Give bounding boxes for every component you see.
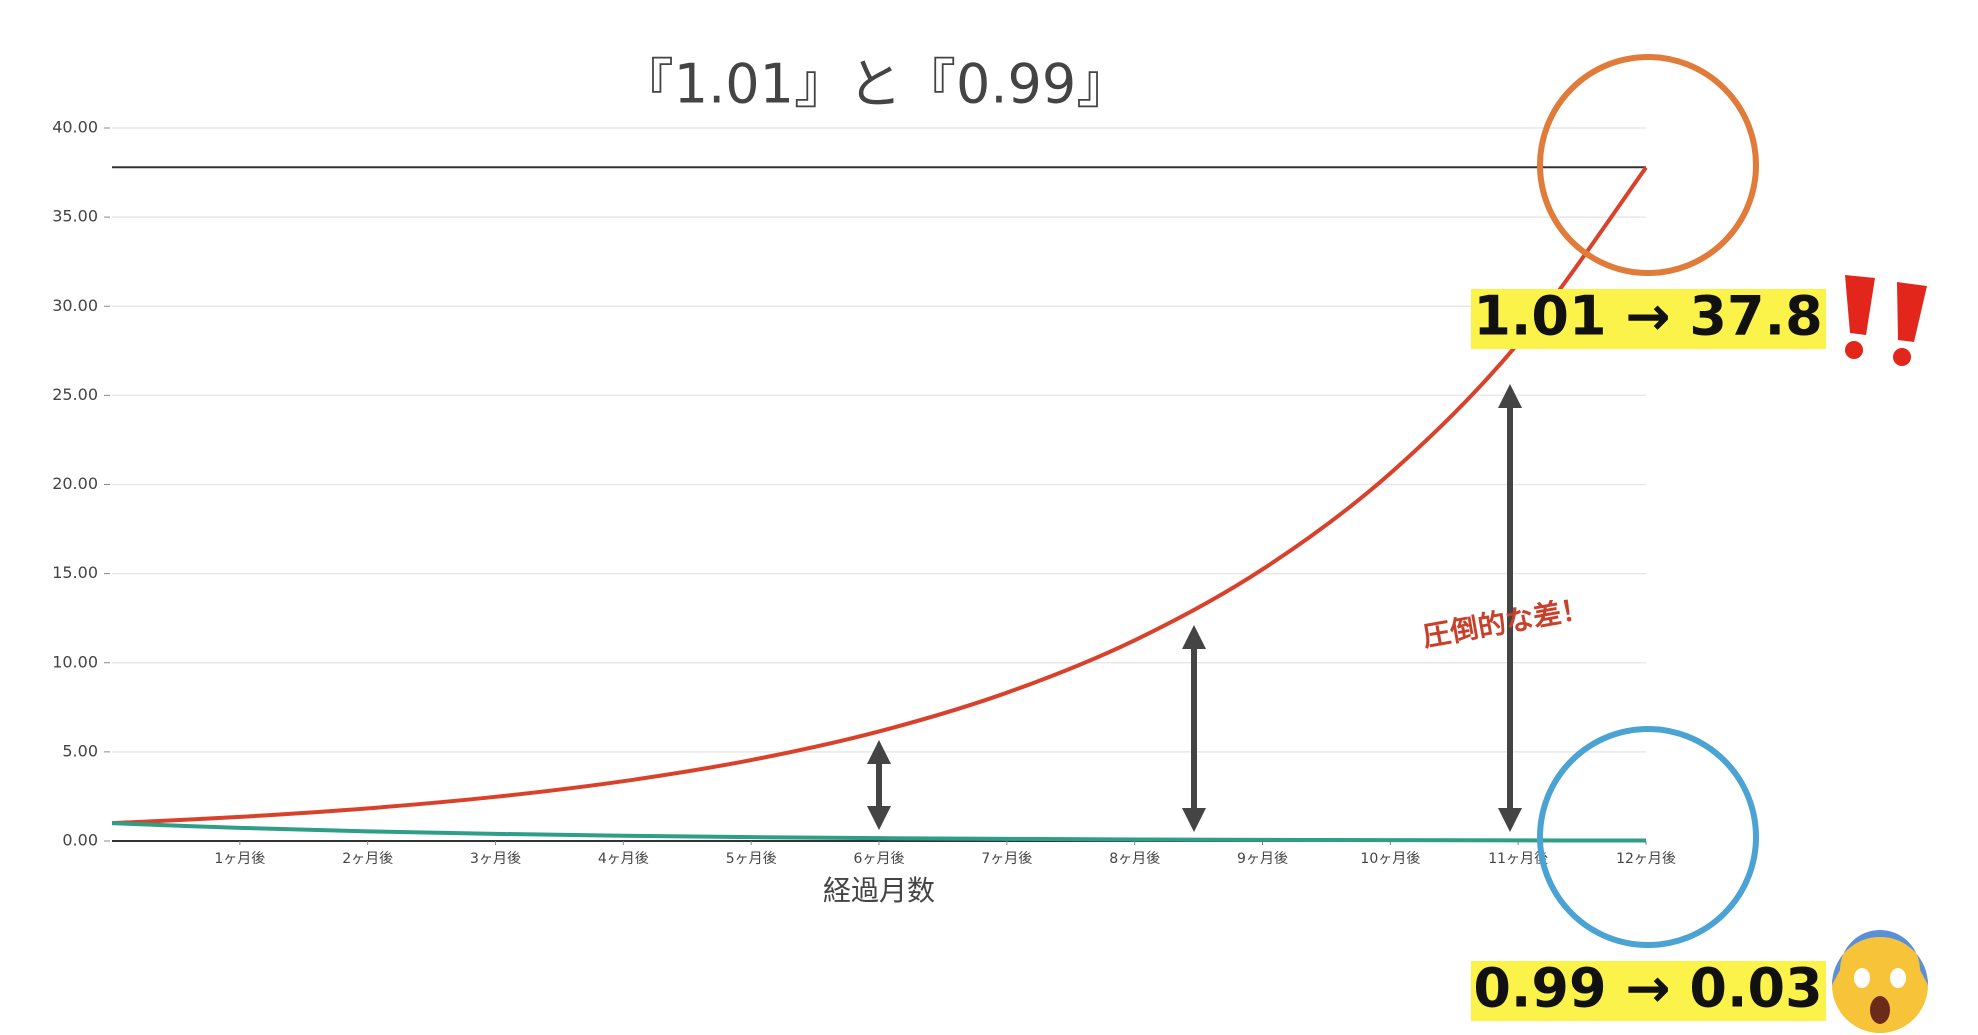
x-tick-label: 8ヶ月後 bbox=[1109, 851, 1160, 867]
x-axis-title: 経過月数 bbox=[823, 874, 935, 907]
y-tick-label: 10.00 bbox=[52, 652, 98, 671]
series-line bbox=[111, 166, 1648, 826]
x-tick-label: 1ヶ月後 bbox=[214, 851, 265, 867]
x-tick-label: 6ヶ月後 bbox=[854, 851, 905, 867]
highlight-box bbox=[1471, 961, 1826, 1021]
x-tick-label: 2ヶ月後 bbox=[342, 851, 393, 867]
x-tick-label: 9ヶ月後 bbox=[1237, 851, 1288, 867]
y-tick-label: 35.00 bbox=[52, 207, 98, 226]
plot-area: 0.00 5.00 10.00 15.00 20.00 25.00 30.00 35.00 40… bbox=[52, 118, 1676, 868]
x-tick-label: 11ヶ月後 bbox=[1488, 851, 1548, 867]
highlight-box bbox=[1471, 289, 1826, 349]
y-tick-label: 5.00 bbox=[62, 741, 98, 760]
y-tick-label: 20.00 bbox=[52, 474, 98, 493]
chart-title: 『1.01』と『0.99』 bbox=[620, 53, 1130, 116]
y-tick-label: 0.00 bbox=[62, 831, 98, 850]
x-tick-label: 10ヶ月後 bbox=[1360, 851, 1420, 867]
y-tick-label: 40.00 bbox=[52, 118, 98, 137]
gap-arrows bbox=[867, 384, 1522, 832]
annotation: 0.99 → 0.03 bbox=[1473, 957, 1822, 1020]
highlight-circle bbox=[1537, 54, 1759, 276]
series-line bbox=[111, 821, 1647, 843]
highlight-circle bbox=[1537, 726, 1759, 948]
y-tick-label: 25.00 bbox=[52, 385, 98, 404]
gap-annotation: 圧倒的な差！ bbox=[1420, 592, 1591, 654]
y-tick-label: 30.00 bbox=[52, 296, 98, 315]
y-tick-label: 15.00 bbox=[52, 563, 98, 582]
x-tick-label: 12ヶ月後 bbox=[1616, 851, 1676, 867]
exclamation-icon bbox=[1845, 275, 1927, 366]
scream-icon bbox=[1832, 930, 1928, 1033]
x-tick-label: 7ヶ月後 bbox=[981, 851, 1032, 867]
x-tick-label: 4ヶ月後 bbox=[598, 851, 649, 867]
x-tick-label: 5ヶ月後 bbox=[726, 851, 777, 867]
x-tick-label: 3ヶ月後 bbox=[470, 851, 521, 867]
annotation: 1.01 → 37.8 bbox=[1473, 285, 1822, 348]
